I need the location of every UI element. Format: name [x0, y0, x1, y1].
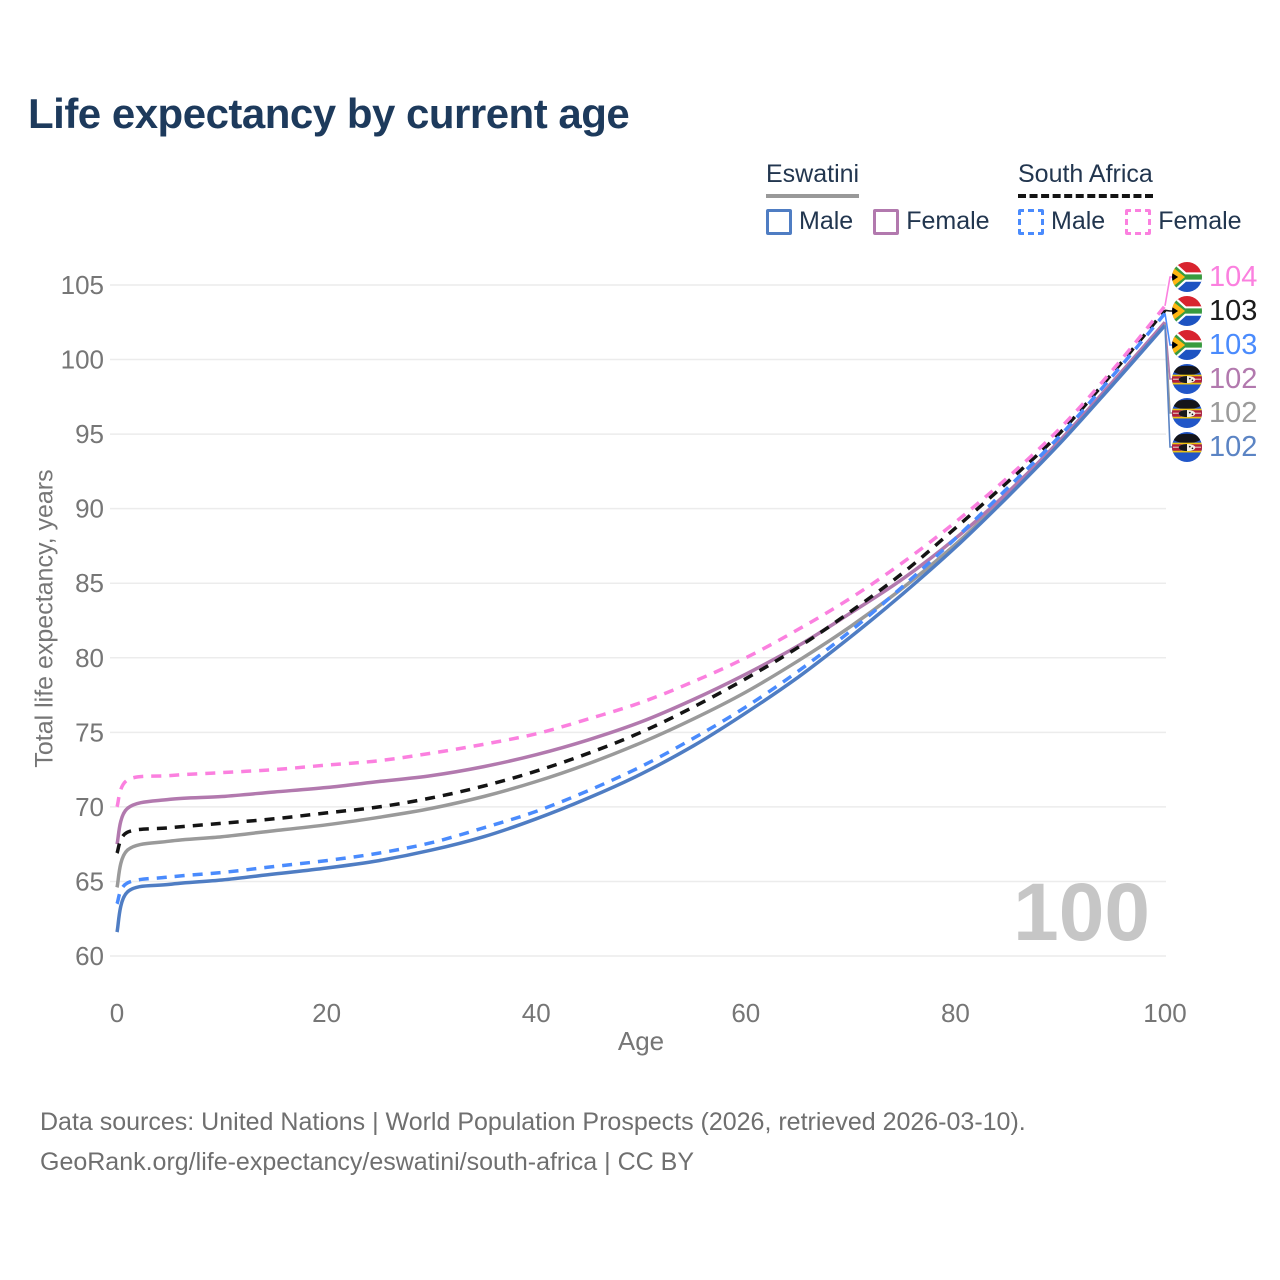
x-tick-label: 60 — [731, 998, 760, 1028]
y-tick-label: 95 — [75, 419, 104, 449]
south-africa-flag-icon — [1172, 330, 1202, 360]
legend-item-eswatini-male[interactable]: Male — [766, 207, 853, 236]
series-line-sa_male — [115, 312, 1167, 905]
end-label-value: 102 — [1209, 396, 1258, 429]
end-label-value: 104 — [1209, 260, 1258, 293]
legend-group-south-africa: South Africa Male Female — [1018, 160, 1242, 236]
series-line-sa_female — [115, 304, 1167, 808]
end-label-row: 103 — [1172, 295, 1257, 327]
legend-item-label: Male — [799, 207, 854, 235]
y-tick-label: 105 — [61, 270, 104, 300]
end-label-value: 103 — [1209, 294, 1258, 327]
series-line-esw_male — [115, 324, 1167, 933]
footer: Data sources: United Nations | World Pop… — [40, 1102, 1026, 1182]
legend-group-south-africa-title: South Africa — [1018, 160, 1153, 198]
page-title: Life expectancy by current age — [28, 90, 630, 137]
x-tick-label: 20 — [312, 998, 341, 1028]
y-axis-title: Total life expectancy, years — [30, 469, 59, 768]
age-watermark: 100 — [1013, 867, 1150, 958]
end-label-row: 104 — [1172, 261, 1257, 293]
x-axis-title: Age — [617, 1026, 665, 1056]
series-line-esw_both — [115, 322, 1167, 888]
legend-group-eswatini: Eswatini Male Female — [766, 160, 990, 236]
south-africa-female-line-swatch-icon — [1125, 208, 1152, 235]
south-africa-flag-icon — [1172, 262, 1202, 292]
south-africa-flag-icon — [1172, 296, 1202, 326]
legend-item-south-africa-female[interactable]: Female — [1125, 207, 1242, 236]
eswatini-female-line-swatch-icon — [873, 208, 900, 235]
x-tick-label: 0 — [110, 998, 124, 1028]
end-label-row: 102 — [1172, 363, 1257, 395]
legend-item-south-africa-male[interactable]: Male — [1018, 207, 1105, 236]
eswatini-flag-icon — [1172, 364, 1202, 394]
y-tick-label: 75 — [75, 717, 104, 747]
x-tick-label: 40 — [522, 998, 551, 1028]
end-label-value: 102 — [1209, 430, 1258, 463]
end-label-row: 102 — [1172, 431, 1257, 463]
eswatini-male-line-swatch-icon — [766, 208, 792, 235]
end-label-value: 102 — [1209, 362, 1258, 395]
south-africa-male-line-swatch-icon — [1018, 208, 1044, 235]
series-line-sa_both — [115, 309, 1167, 854]
eswatini-flag-icon — [1172, 398, 1202, 428]
end-label-row: 102 — [1172, 397, 1257, 429]
end-label-row: 103 — [1172, 329, 1257, 361]
y-tick-label: 85 — [75, 568, 104, 598]
legend-item-label: Female — [906, 207, 990, 235]
legend-group-eswatini-title: Eswatini — [766, 160, 860, 198]
y-tick-label: 100 — [61, 345, 104, 375]
legend-item-label: Male — [1051, 207, 1106, 235]
y-tick-label: 90 — [75, 494, 104, 524]
y-tick-label: 60 — [75, 941, 104, 971]
x-tick-label: 100 — [1143, 998, 1186, 1028]
series-line-esw_female — [115, 321, 1167, 845]
y-tick-label: 80 — [75, 643, 104, 673]
y-tick-label: 65 — [75, 866, 104, 896]
x-tick-label: 80 — [941, 998, 970, 1028]
y-tick-label: 70 — [75, 792, 104, 822]
legend-item-eswatini-female[interactable]: Female — [873, 207, 990, 236]
end-label-value: 103 — [1209, 328, 1258, 361]
eswatini-flag-icon — [1172, 432, 1202, 462]
legend-item-label: Female — [1158, 207, 1242, 235]
footer-line-2: GeoRank.org/life-expectancy/eswatini/sou… — [40, 1148, 695, 1176]
footer-line-1: Data sources: United Nations | World Pop… — [40, 1108, 1026, 1136]
